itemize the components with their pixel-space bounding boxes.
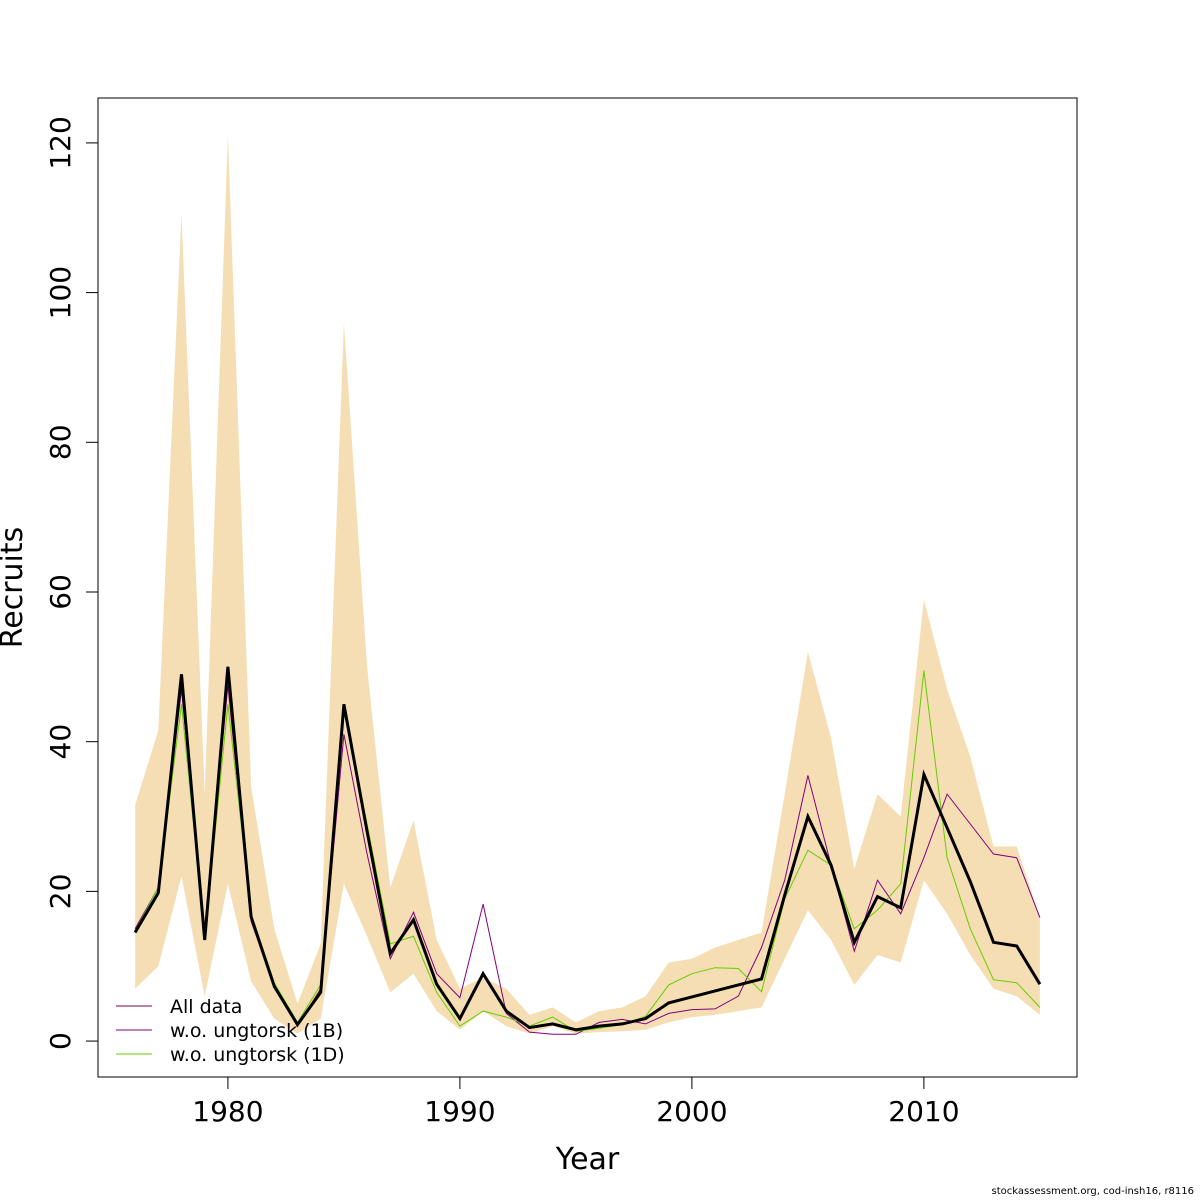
y-tick-label: 0 (44, 1032, 77, 1050)
series-line-all-data (133, 666, 1042, 1032)
y-tick-label: 100 (44, 266, 77, 319)
x-tick-label: 2000 (656, 1095, 727, 1128)
x-tick-label: 1980 (192, 1095, 263, 1128)
y-axis-title: Recruits (0, 527, 30, 649)
confidence-band (135, 135, 1040, 1034)
series-layer (133, 666, 1042, 1035)
y-tick-label: 20 (44, 874, 77, 910)
x-tick-label: 2010 (888, 1095, 959, 1128)
y-tick-label: 80 (44, 424, 77, 460)
legend-label-w-o-ungtorsk-1d: w.o. ungtorsk (1D) (170, 1044, 345, 1066)
legend-label-w-o-ungtorsk-1b: w.o. ungtorsk (1B) (170, 1020, 343, 1042)
y-tick-label: 40 (44, 724, 77, 760)
confidence-band-layer (135, 135, 1040, 1034)
footer-credit: stockassessment.org, cod-insh16, r8116 (991, 1186, 1194, 1197)
legend-label-all-data: All data (170, 996, 242, 1018)
y-tick-label: 60 (44, 574, 77, 610)
x-axis: 1980 1990 2000 2010 (192, 1076, 960, 1128)
x-axis-title: Year (555, 1142, 620, 1177)
y-axis: 0 20 40 60 80 100 120 (44, 116, 99, 1050)
x-tick-label: 1990 (424, 1095, 495, 1128)
y-tick-label: 120 (44, 116, 77, 169)
series-line-w-o-ungtorsk-1d (134, 670, 1041, 1032)
